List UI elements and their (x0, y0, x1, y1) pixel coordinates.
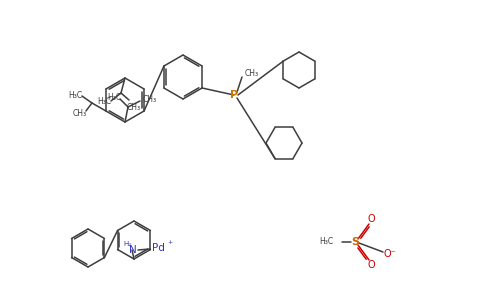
Text: CH₃: CH₃ (73, 109, 87, 118)
Text: N: N (129, 245, 137, 255)
Text: Pd: Pd (151, 243, 165, 253)
Text: O⁻: O⁻ (384, 249, 396, 259)
Text: ⁺: ⁺ (167, 240, 173, 250)
Text: H₃C: H₃C (97, 98, 111, 106)
Text: O: O (367, 260, 375, 270)
Text: H₃C: H₃C (68, 92, 82, 100)
Text: CH₃: CH₃ (245, 68, 259, 77)
Text: H₃C: H₃C (319, 238, 333, 247)
Text: CH₃: CH₃ (143, 95, 157, 104)
Text: O: O (367, 214, 375, 224)
Text: CH₃: CH₃ (127, 103, 141, 112)
Text: S: S (351, 237, 359, 247)
Text: H₃C: H₃C (107, 94, 121, 103)
Text: P: P (230, 90, 238, 100)
Text: H₂: H₂ (123, 241, 131, 247)
